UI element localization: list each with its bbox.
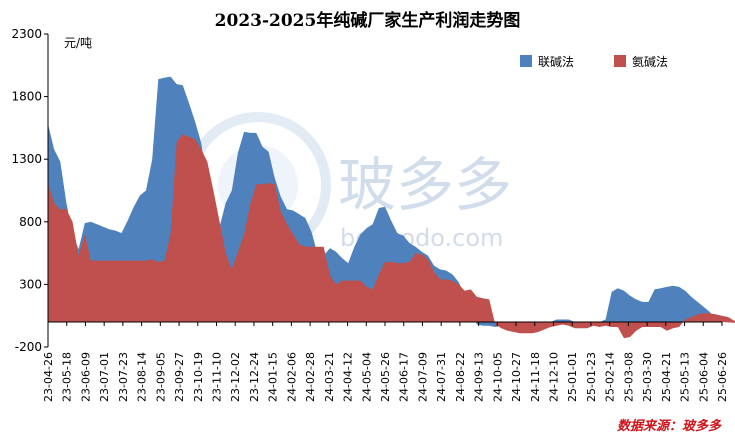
x-tick-label: 23-07-23 xyxy=(117,352,130,402)
x-tick-label: 25-06-26 xyxy=(716,352,729,402)
x-tick-label: 23-12-24 xyxy=(248,352,261,402)
x-tick-label: 25-01-01 xyxy=(566,352,579,402)
legend: 联碱法 氨碱法 xyxy=(520,55,668,69)
y-tick-label: 800 xyxy=(19,215,42,229)
x-tick-label: 25-01-23 xyxy=(585,352,598,402)
x-tick-label: 24-12-10 xyxy=(548,352,561,402)
y-axis-ticks: -200 300 800 1300 1800 2300 xyxy=(11,27,48,354)
x-tick-label: 24-10-05 xyxy=(491,352,504,402)
x-tick-label: 23-06-09 xyxy=(79,352,92,402)
legend-swatch-series-2 xyxy=(614,55,626,67)
x-tick-label: 24-10-27 xyxy=(510,352,523,402)
x-tick-label: 24-02-06 xyxy=(285,352,298,402)
y-tick-label: 2300 xyxy=(11,27,42,41)
x-tick-label: 24-05-26 xyxy=(379,352,392,402)
x-tick-label: 24-08-22 xyxy=(454,352,467,402)
x-tick-label: 25-03-08 xyxy=(622,352,635,402)
x-tick-label: 23-09-05 xyxy=(154,352,167,402)
y-tick-label: 1800 xyxy=(11,90,42,104)
plot-areas xyxy=(48,76,735,339)
chart-title: 2023-2025年纯碱厂家生产利润走势图 xyxy=(214,11,521,31)
x-tick-label: 25-05-13 xyxy=(679,352,692,402)
x-tick-label: 23-07-01 xyxy=(98,352,111,402)
y-tick-label: 300 xyxy=(19,277,42,291)
x-tick-label: 23-04-26 xyxy=(42,352,55,402)
x-tick-label: 24-02-28 xyxy=(304,352,317,402)
legend-swatch-series-1 xyxy=(520,55,532,67)
x-tick-label: 24-11-18 xyxy=(529,352,542,402)
y-tick-label: -200 xyxy=(15,340,42,354)
x-tick-label: 25-03-30 xyxy=(641,352,654,402)
legend-label-series-1: 联碱法 xyxy=(538,55,574,69)
data-source-note: 数据来源：玻多多 xyxy=(616,419,721,434)
x-tick-label: 25-04-21 xyxy=(660,352,673,402)
x-tick-label: 23-09-27 xyxy=(173,352,186,402)
y-tick-label: 1300 xyxy=(11,152,42,166)
x-tick-label: 23-05-18 xyxy=(61,352,74,402)
x-tick-label: 25-02-14 xyxy=(604,352,617,402)
x-tick-label: 24-01-15 xyxy=(267,352,280,402)
area-series-2 xyxy=(48,134,735,339)
x-tick-label: 23-08-14 xyxy=(136,352,149,402)
x-tick-label: 24-03-21 xyxy=(323,352,336,402)
legend-label-series-2: 氨碱法 xyxy=(632,55,668,69)
x-tick-label: 24-07-31 xyxy=(435,352,448,402)
x-axis-ticks: 23-04-26 23-05-18 23-06-09 23-07-01 23-07-23… xyxy=(42,321,729,402)
x-tick-label: 24-05-04 xyxy=(360,352,373,402)
x-tick-label: 24-04-12 xyxy=(342,352,355,402)
x-tick-label: 23-10-19 xyxy=(192,352,205,402)
x-tick-label: 24-09-13 xyxy=(473,352,486,402)
x-tick-label: 25-06-04 xyxy=(697,352,710,402)
x-tick-label: 24-06-17 xyxy=(398,352,411,402)
x-tick-label: 23-12-02 xyxy=(229,352,242,402)
x-tick-label: 23-11-10 xyxy=(211,352,224,402)
watermark-text: 玻多多 xyxy=(338,151,512,219)
x-tick-label: 24-07-09 xyxy=(416,352,429,402)
y-axis-unit-label: 元/吨 xyxy=(64,36,93,50)
